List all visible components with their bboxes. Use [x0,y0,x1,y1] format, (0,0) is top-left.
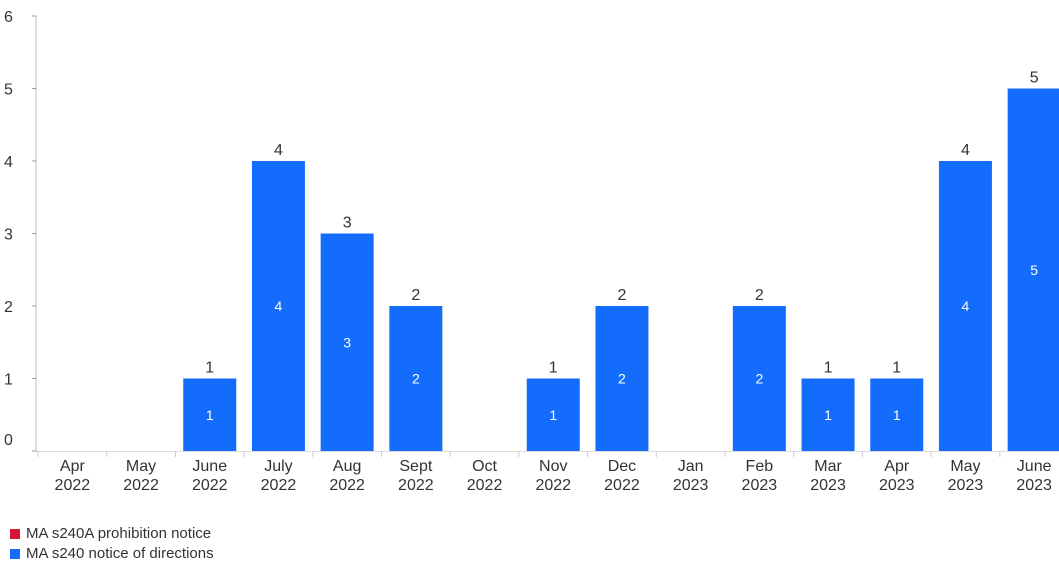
y-tick-label: 3 [4,227,13,244]
bar-data-label: 1 [206,407,214,423]
x-tick-label: Oct 2022 [467,458,503,494]
x-tick-label: Sept 2022 [398,458,434,494]
bar-total-label: 2 [755,287,764,304]
bar-total-label: 1 [892,360,901,377]
x-tick-label: June 2022 [192,458,228,494]
bar-data-label: 3 [343,334,351,350]
x-tick-label: Nov 2022 [535,458,571,494]
bar-notice-of-directions [938,161,992,451]
x-tick-label: June 2023 [1016,458,1052,494]
bar-data-label: 1 [549,407,557,423]
y-tick-label: 5 [4,82,13,99]
y-tick-label: 0 [4,432,13,449]
bar-data-label: 5 [1030,262,1038,278]
bar-notice-of-directions [183,378,237,451]
bar-data-label: 4 [275,298,283,314]
bar-notice-of-directions [1007,88,1059,451]
bar-total-label: 1 [549,360,558,377]
bar-total-label: 4 [961,142,970,159]
bar-total-label: 2 [411,287,420,304]
x-tick-label: May 2023 [948,458,984,494]
bar-notice-of-directions [801,378,855,451]
bar-total-label: 2 [617,287,626,304]
bar-total-label: 5 [1030,70,1039,87]
legend-swatch-notice-of-directions [10,549,20,559]
bar-notice-of-directions [732,306,786,451]
x-tick-label: Apr 2022 [55,458,91,494]
x-tick-label: Feb 2023 [742,458,778,494]
x-tick-label: Jan 2023 [673,458,709,494]
legend-label-notice-of-directions: MA s240 notice of directions [26,545,214,562]
bar-notice-of-directions [595,306,649,451]
chart-legend: MA s240A prohibition notice MA s240 noti… [10,524,214,564]
y-tick-label: 4 [4,154,13,171]
bar-data-label: 4 [962,298,970,314]
legend-swatch-prohibition-notice [10,529,20,539]
bar-notice-of-directions [870,378,924,451]
bar-notice-of-directions [320,233,374,451]
bar-total-label: 1 [205,360,214,377]
legend-label-prohibition-notice: MA s240A prohibition notice [26,525,212,542]
y-tick-label: 2 [4,299,13,316]
bar-total-label: 4 [274,142,283,159]
y-tick-label: 6 [4,9,13,26]
bar-total-label: 1 [824,360,833,377]
x-tick-label: July 2022 [261,458,297,494]
x-tick-label: Mar 2023 [810,458,846,494]
x-tick-label: Aug 2022 [329,458,365,494]
bar-data-label: 2 [755,371,763,387]
bar-notice-of-directions [389,306,443,451]
y-tick-label: 1 [4,372,13,389]
x-tick-label: Dec 2022 [604,458,640,494]
legend-item-notice-of-directions[interactable]: MA s240 notice of directions [10,544,214,564]
bar-data-label: 1 [824,407,832,423]
bar-notice-of-directions [526,378,580,451]
x-tick-label: May 2022 [123,458,159,494]
bar-data-label: 1 [893,407,901,423]
x-tick-label: Apr 2023 [879,458,915,494]
bar-total-label: 3 [343,215,352,232]
bar-notice-of-directions [251,161,305,451]
bar-data-label: 2 [412,371,420,387]
bar-data-label: 2 [618,371,626,387]
bar-chart: 0 1 2 3 4 5 6 Apr 2022 May 2022 June 2022 1 1 July 2022 4… [4,9,1059,494]
legend-item-prohibition-notice[interactable]: MA s240A prohibition notice [10,524,214,544]
